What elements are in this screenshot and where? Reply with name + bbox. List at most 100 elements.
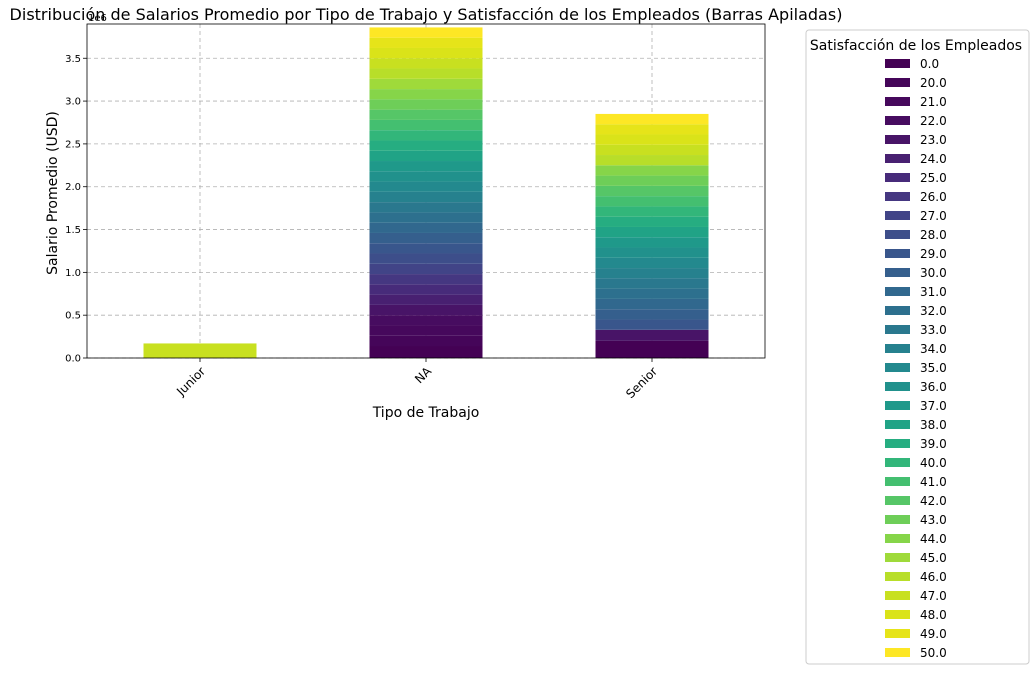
bars-layer (143, 27, 709, 358)
legend-label: 40.0 (920, 456, 947, 470)
legend-label: 24.0 (920, 152, 947, 166)
bar-segment (369, 232, 483, 244)
bar-segment (143, 343, 257, 358)
y-tick-label: 0.0 (65, 354, 81, 365)
bar-segment (369, 181, 483, 192)
legend-label: 44.0 (920, 532, 947, 546)
bar-segment (369, 253, 483, 264)
bar-segment (595, 124, 709, 135)
y-tick-label: 3.5 (65, 54, 81, 65)
bar-segment (595, 329, 709, 341)
x-tick-label: NA (412, 364, 435, 387)
legend-swatch (885, 59, 910, 68)
bar-segment (369, 274, 483, 285)
legend-swatch (885, 154, 910, 163)
legend-label: 35.0 (920, 361, 947, 375)
legend-swatch (885, 648, 910, 657)
bar-segment (369, 243, 483, 254)
bar-segment (369, 150, 483, 162)
bar-segment (595, 206, 709, 217)
legend-swatch (885, 325, 910, 334)
bar-segment (595, 165, 709, 176)
legend-label: 25.0 (920, 171, 947, 185)
bar-segment (369, 294, 483, 305)
legend-swatch (885, 192, 910, 201)
bar-segment (369, 78, 483, 90)
bar-segment (369, 47, 483, 59)
bar-segment (595, 257, 709, 269)
bar-segment (369, 346, 483, 358)
legend-entries: 0.0 20.0 21.0 22.0 23.0 24.0 25.0 26.0 27.0 28.0 2… (885, 57, 947, 660)
bar-segment (369, 37, 483, 48)
y-tick-label: 2.0 (65, 182, 81, 193)
bar-segment (369, 89, 483, 100)
y-tick-label: 0.5 (65, 311, 81, 322)
bar-segment (595, 144, 709, 156)
legend-swatch (885, 211, 910, 220)
legend-label: 45.0 (920, 551, 947, 565)
x-axis-label: Tipo de Trabajo (372, 405, 480, 421)
legend-label: 48.0 (920, 608, 947, 622)
bar-segment (369, 335, 483, 347)
bar-segment (369, 58, 483, 69)
bar-segment (595, 298, 709, 310)
legend-swatch (885, 629, 910, 638)
legend-label: 21.0 (920, 95, 947, 109)
legend-swatch (885, 496, 910, 505)
legend-label: 41.0 (920, 475, 947, 489)
legend-swatch (885, 572, 910, 581)
legend-label: 32.0 (920, 304, 947, 318)
bar-segment (595, 216, 709, 227)
bar-segment (595, 340, 709, 358)
bar-segment (369, 284, 483, 295)
bar-segment (595, 268, 709, 279)
y-tick-label: 1.5 (65, 225, 81, 236)
bar-segment (369, 191, 483, 203)
y-axis-offset-text: 1e6 (88, 13, 107, 24)
bar-segment (595, 288, 709, 299)
bar-segment (369, 212, 483, 223)
legend-label: 37.0 (920, 399, 947, 413)
bar-segment (595, 278, 709, 289)
legend-swatch (885, 591, 910, 600)
legend-label: 49.0 (920, 627, 947, 641)
legend-label: 42.0 (920, 494, 947, 508)
bar-segment (595, 113, 709, 125)
legend-swatch (885, 230, 910, 239)
legend-label: 27.0 (920, 209, 947, 223)
y-tick-label: 3.0 (65, 97, 81, 108)
legend-swatch (885, 401, 910, 410)
legend-label: 0.0 (920, 57, 939, 71)
legend-swatch (885, 420, 910, 429)
legend-swatch (885, 534, 910, 543)
bar-segment (369, 315, 483, 326)
legend-label: 34.0 (920, 342, 947, 356)
bar-segment (369, 130, 483, 141)
legend-swatch (885, 287, 910, 296)
legend-label: 29.0 (920, 247, 947, 261)
bar-segment (369, 202, 483, 213)
bar-segment (595, 319, 709, 330)
bar-segment (595, 175, 709, 186)
bar-segment (369, 140, 483, 151)
bar-segment (595, 226, 709, 238)
bar-segment (369, 27, 483, 38)
legend-swatch (885, 458, 910, 467)
legend-swatch (885, 78, 910, 87)
bar-segment (369, 304, 483, 316)
y-tick-label: 2.5 (65, 139, 81, 150)
legend-label: 31.0 (920, 285, 947, 299)
legend-label: 38.0 (920, 418, 947, 432)
legend-swatch (885, 477, 910, 486)
bar-segment (369, 99, 483, 110)
legend-swatch (885, 439, 910, 448)
y-tick-label: 1.0 (65, 268, 81, 279)
legend-swatch (885, 135, 910, 144)
legend-title: Satisfacción de los Empleados (810, 38, 1022, 54)
legend-swatch (885, 116, 910, 125)
bar-segment (369, 171, 483, 182)
chart-title: Distribución de Salarios Promedio por Ti… (10, 5, 843, 24)
legend-label: 36.0 (920, 380, 947, 394)
